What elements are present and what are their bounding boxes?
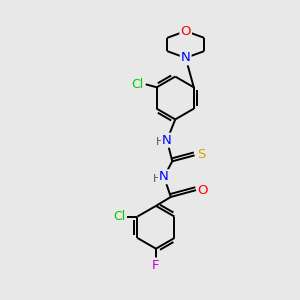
Text: Cl: Cl [113, 210, 125, 223]
Text: H: H [156, 137, 165, 147]
Text: O: O [180, 25, 191, 38]
Text: N: N [162, 134, 172, 147]
Text: S: S [197, 148, 206, 161]
Text: H: H [153, 174, 162, 184]
Text: N: N [181, 51, 190, 64]
Text: F: F [152, 259, 160, 272]
Text: N: N [159, 170, 169, 183]
Text: Cl: Cl [131, 78, 143, 91]
Text: O: O [197, 184, 208, 196]
